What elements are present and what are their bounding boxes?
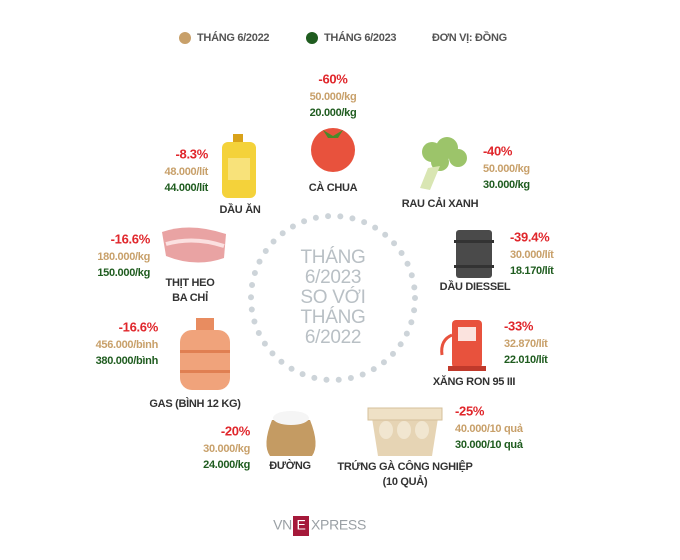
price-2023: 150.000/kg xyxy=(97,267,150,279)
price-2022: 30.000/kg xyxy=(203,443,250,455)
logo: VN E XPRESS xyxy=(273,516,366,536)
price-2023: 18.170/lít xyxy=(510,265,554,277)
price-2022: 50.000/kg xyxy=(483,163,530,175)
price-2022: 30.000/lít xyxy=(510,249,554,261)
item-name: RAU CẢI XANH xyxy=(402,197,479,210)
oil-bottle-icon xyxy=(222,134,256,198)
change-label: -25% xyxy=(455,403,485,418)
item-name: THỊT HEO xyxy=(166,277,216,289)
price-2023: 30.000/kg xyxy=(483,179,530,191)
item-name: DẦU ĂN xyxy=(220,203,261,216)
gas-tank-icon xyxy=(180,318,230,390)
price-2023: 30.000/10 quả xyxy=(455,439,524,451)
price-2022: 180.000/kg xyxy=(97,251,150,263)
item-name: BA CHỈ xyxy=(172,291,208,304)
unit-label: ĐƠN VỊ: ĐỒNG xyxy=(432,31,507,44)
change-label: -33% xyxy=(504,318,534,333)
legend-dot xyxy=(179,32,191,44)
price-2023: 44.000/lít xyxy=(165,182,209,194)
price-2023: 380.000/bình xyxy=(96,355,159,367)
item-name: GAS (BÌNH 12 KG) xyxy=(149,397,241,410)
center-text: THÁNG xyxy=(300,307,365,328)
price-2023: 22.010/lít xyxy=(504,354,548,366)
change-label: -20% xyxy=(221,423,251,438)
icons xyxy=(162,128,494,456)
broccoli-icon xyxy=(420,137,467,190)
pork-icon xyxy=(162,227,226,263)
change-label: -16.6% xyxy=(119,319,159,334)
dotted-circle xyxy=(248,213,418,383)
tomato-leaf xyxy=(323,130,343,138)
tomato-icon xyxy=(311,128,355,172)
change-label: -39.4% xyxy=(510,229,550,244)
change-label: -60% xyxy=(318,71,348,86)
price-2022: 48.000/lít xyxy=(165,166,209,178)
logo-box xyxy=(293,516,309,536)
change-label: -8.3% xyxy=(176,146,209,161)
logo-text: VN xyxy=(273,517,292,533)
price-2023: 24.000/kg xyxy=(203,459,250,471)
item-name: XĂNG RON 95 III xyxy=(433,375,516,388)
price-2023: 20.000/kg xyxy=(310,107,357,119)
egg-tray-icon xyxy=(367,407,443,456)
price-2022: 32.870/lít xyxy=(504,338,548,350)
center-text: 6/2022 xyxy=(305,327,361,348)
item-name: CÀ CHUA xyxy=(309,181,358,194)
barrel-icon xyxy=(454,230,494,278)
legend-dot xyxy=(306,32,318,44)
change-label: -16.6% xyxy=(111,231,151,246)
item-name: (10 QUẢ) xyxy=(383,475,428,488)
price-2022: 40.000/10 quả xyxy=(455,423,524,435)
sugar-sack-icon xyxy=(266,411,316,456)
change-label: -40% xyxy=(483,143,513,158)
price-2022: 50.000/kg xyxy=(310,91,357,103)
item-name: TRỨNG GÀ CÔNG NGHIỆP xyxy=(337,460,472,473)
item-name: ĐƯỜNG xyxy=(269,459,310,472)
center-text: THÁNG xyxy=(300,247,365,268)
price-2022: 456.000/bình xyxy=(96,339,159,351)
logo-text: XPRESS xyxy=(311,517,366,533)
fuel-pump-icon xyxy=(440,320,486,371)
logo-text: E xyxy=(296,517,305,533)
legend-label: THÁNG 6/2022 xyxy=(197,31,269,44)
center-text: 6/2023 xyxy=(305,267,361,288)
center-text: SO VỚI xyxy=(300,286,365,308)
legend-label: THÁNG 6/2023 xyxy=(324,31,396,44)
item-name: DẦU DIESSEL xyxy=(440,280,511,293)
